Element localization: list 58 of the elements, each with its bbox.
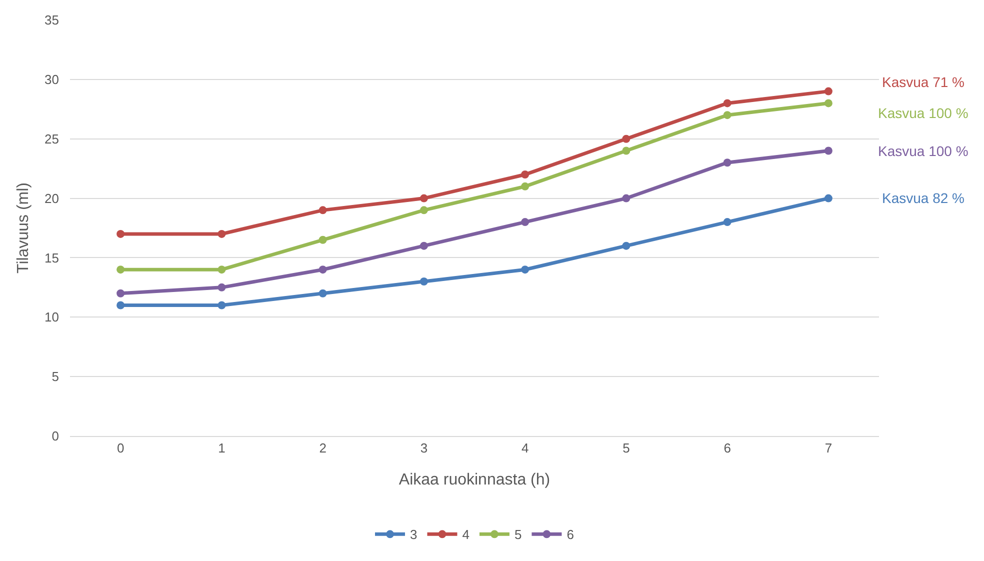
y-tick-label: 20 [44,190,59,206]
point [723,99,732,108]
y-tick-label: 5 [52,369,59,384]
point [420,206,428,214]
x-tick-label: 4 [521,440,529,456]
x-tick-label: 3 [420,440,428,456]
legend-label: 3 [410,527,418,542]
point [521,182,530,190]
point [218,230,226,238]
point [318,206,327,214]
legend-label: 6 [566,527,574,542]
point [116,266,125,274]
point [723,111,732,120]
point [723,158,732,167]
x-tick-label: 0 [116,440,124,456]
point [420,242,428,250]
point [622,242,630,250]
x-tick-label: 2 [319,440,326,456]
x-axis-title: Aikaa ruokinnasta (h) [398,471,550,488]
annotation: Kasvua 100 % [878,143,968,159]
y-tick-label: 10 [44,310,59,325]
y-tick-label: 35 [44,12,59,28]
point [116,230,125,238]
point [218,266,226,274]
legend-label: 4 [462,527,470,542]
point [824,194,832,202]
point [521,170,530,179]
point [622,194,630,202]
point [521,266,530,274]
y-tick-label: 30 [44,72,59,87]
point [116,289,125,298]
point [420,194,428,202]
point [218,283,226,292]
point [824,146,832,155]
x-tick-label: 5 [622,440,630,456]
text: Kasvua 82 % [882,190,964,206]
point [824,99,832,108]
point [521,218,530,226]
y-tick-label: 25 [44,131,59,146]
legend-label: 5 [514,527,522,542]
point [318,266,327,274]
annotation: Kasvua 100 % [878,105,968,121]
x-tick-label: 7 [824,440,832,456]
point [116,301,125,310]
y-tick-label: 15 [44,250,59,266]
point [723,218,732,226]
point [318,289,327,298]
y-axis-title: Tilavuus (ml) [15,182,32,274]
point [218,301,226,310]
x-tick-label: 1 [218,440,226,456]
point [622,146,630,155]
point [824,87,832,96]
y-tick-label: 0 [52,428,59,444]
point [318,236,327,244]
point [420,277,428,286]
point [622,134,630,143]
text: Kasvua 71 % [882,74,964,90]
x-tick-label: 6 [724,440,731,456]
